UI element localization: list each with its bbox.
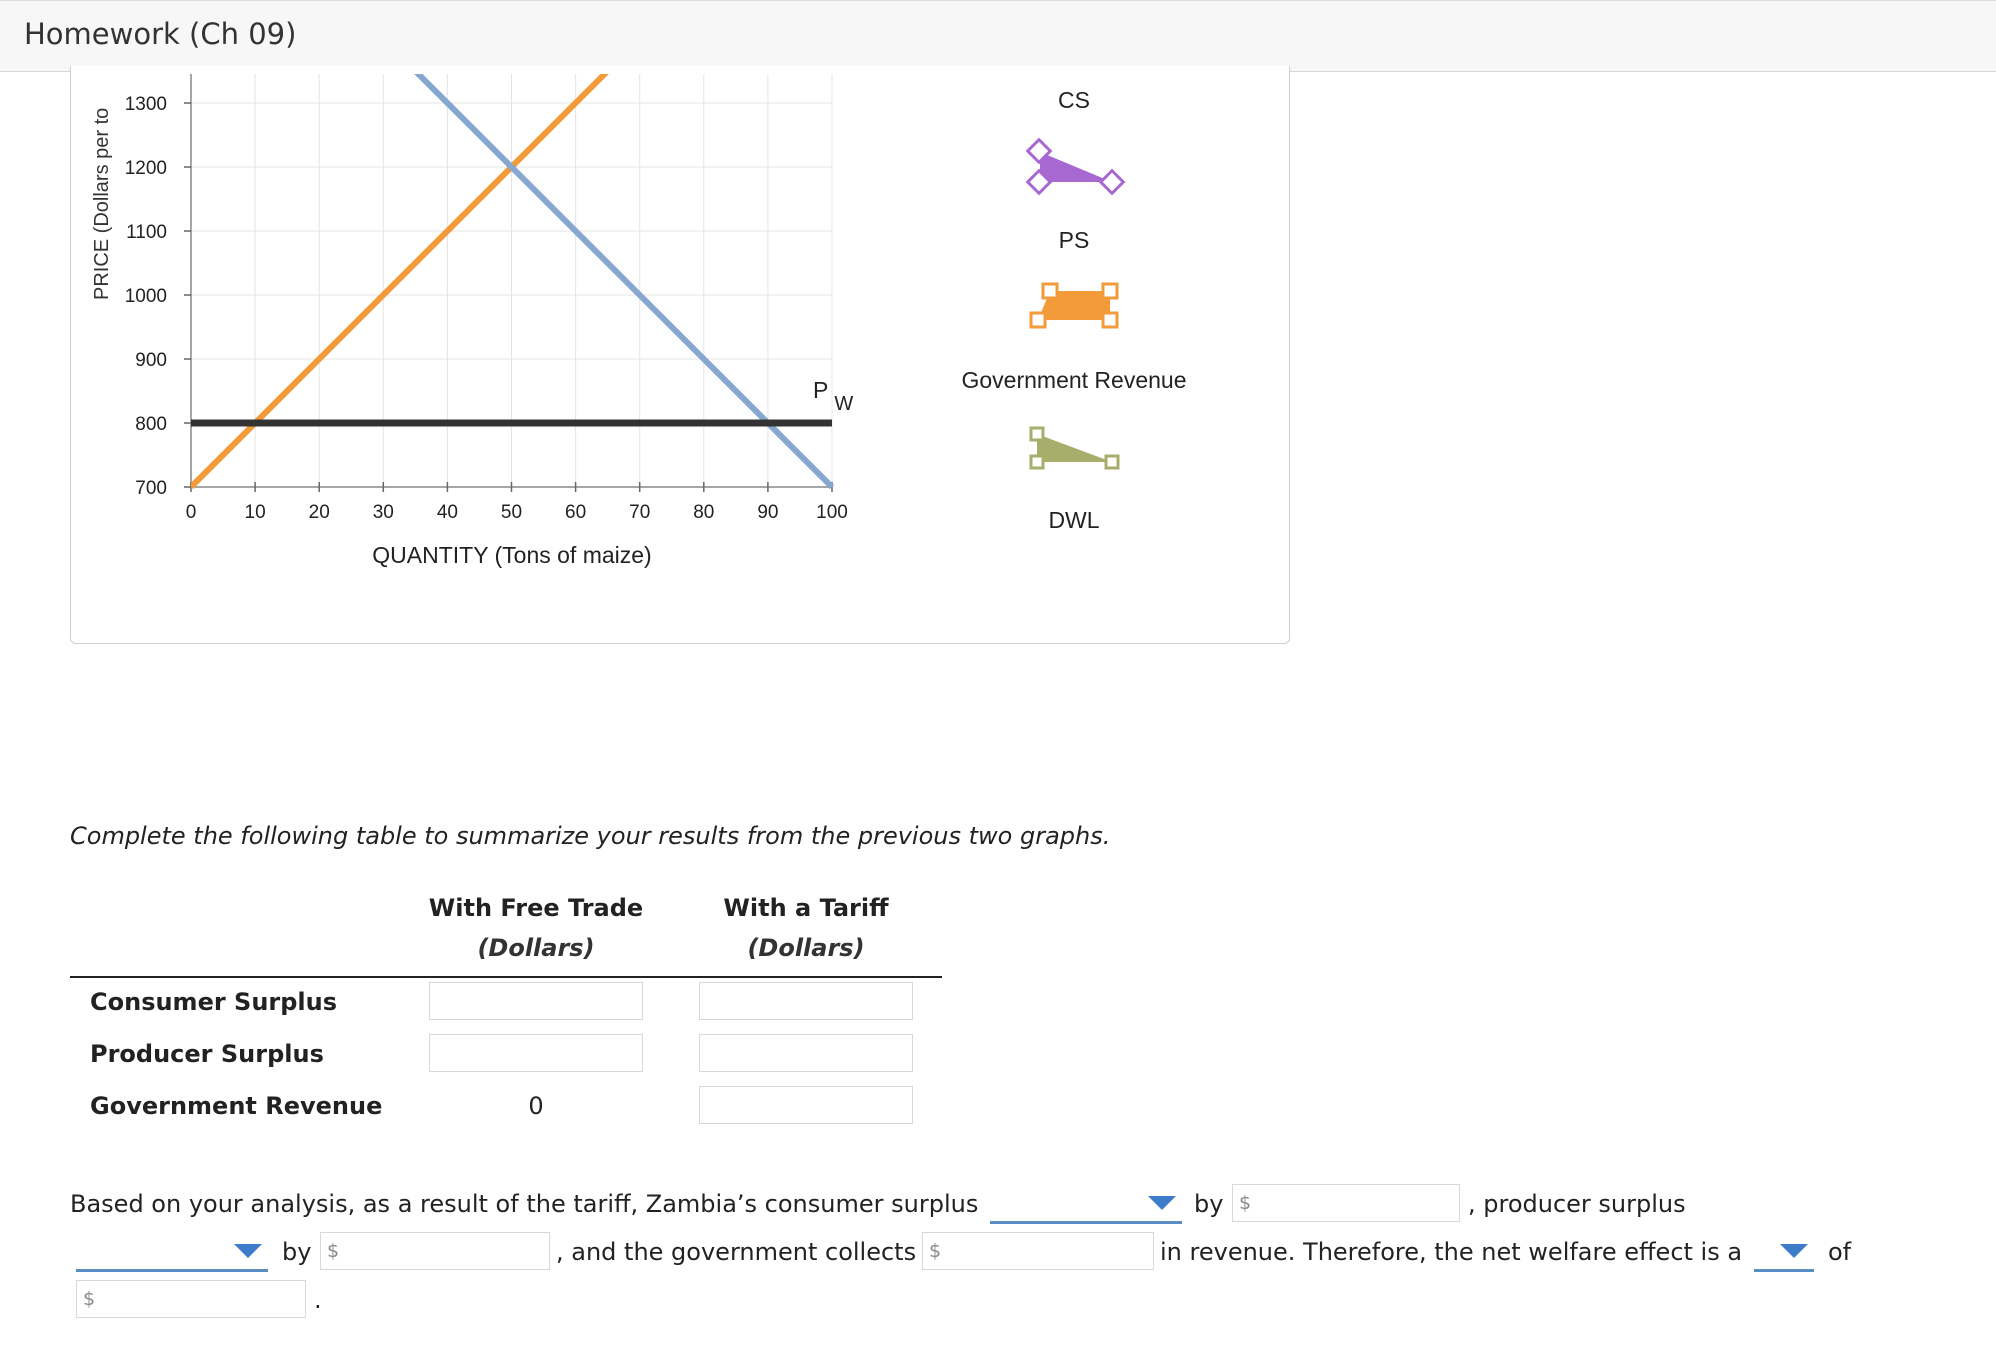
gov-revenue-tariff-input[interactable] xyxy=(699,1086,913,1124)
sentence-by-1: by xyxy=(1194,1190,1224,1218)
palette-label-ps: PS xyxy=(1059,227,1090,253)
x-tick-label: 20 xyxy=(309,502,330,523)
y-tick-label: 1300 xyxy=(125,94,167,115)
dwl-handle-top xyxy=(1029,426,1045,442)
sentence-part4: in revenue. Therefore, the net welfare e… xyxy=(1160,1238,1743,1266)
gov-revenue-amount-input[interactable]: $ xyxy=(922,1232,1154,1270)
col-header-tariff-title: With a Tariff xyxy=(723,894,889,922)
col-header-tariff: With a Tariff (Dollars) xyxy=(656,894,956,962)
assignment-header: Homework (Ch 09) xyxy=(0,0,1996,72)
ps-tariff-input[interactable] xyxy=(699,1034,913,1072)
cs-handle-top xyxy=(1025,137,1053,165)
ps-trapezoid-icon[interactable] xyxy=(1029,282,1119,329)
world-price-label: P W xyxy=(813,377,853,415)
row-label-government-revenue: Government Revenue xyxy=(90,1092,383,1120)
sentence-part3: , and the government collects xyxy=(556,1238,917,1266)
x-tick-label: 90 xyxy=(757,502,778,523)
net-welfare-amount-input[interactable]: $ xyxy=(76,1280,306,1318)
x-tick-label: 70 xyxy=(629,502,650,523)
ps-change-dropdown[interactable] xyxy=(76,1232,268,1272)
sentence-of: of xyxy=(1828,1238,1852,1266)
table-divider xyxy=(70,976,942,978)
x-tick-label: 40 xyxy=(437,502,458,523)
y-tick-label: 700 xyxy=(135,478,167,499)
col-header-free-trade: With Free Trade (Dollars) xyxy=(386,894,686,962)
cs-handle-right xyxy=(1098,168,1126,196)
palette-label-cs: CS xyxy=(1058,87,1090,113)
palette-label-gov-revenue: Government Revenue xyxy=(961,367,1186,393)
sentence-part1: Based on your analysis, as a result of t… xyxy=(70,1190,979,1218)
sentence-period: . xyxy=(314,1286,322,1314)
dollar-sign-1: $ xyxy=(1239,1192,1252,1214)
x-tick-label: 30 xyxy=(373,502,394,523)
y-tick-label: 900 xyxy=(135,350,167,371)
demand-curve[interactable] xyxy=(414,71,834,489)
row-label-producer-surplus: Producer Surplus xyxy=(90,1040,324,1068)
table-instructions: Complete the following table to summariz… xyxy=(70,822,1111,850)
supply-curve[interactable] xyxy=(191,71,609,489)
chevron-down-icon xyxy=(1148,1196,1176,1210)
cs-free-trade-input[interactable] xyxy=(429,982,643,1020)
ps-handle-tl xyxy=(1041,282,1059,300)
graph-panel xyxy=(70,66,1290,644)
cs-change-dropdown[interactable] xyxy=(990,1184,1182,1224)
dollar-sign-3: $ xyxy=(929,1240,942,1262)
ps-handle-bl xyxy=(1029,311,1047,329)
sentence-part2: , producer surplus xyxy=(1468,1190,1686,1218)
ps-handle-tr xyxy=(1101,282,1119,300)
assignment-title: Homework (Ch 09) xyxy=(24,17,297,51)
net-welfare-dropdown[interactable] xyxy=(1754,1232,1814,1272)
x-tick-label: 60 xyxy=(565,502,586,523)
dwl-handle-bottom xyxy=(1029,454,1045,470)
cs-handle-bottom xyxy=(1025,168,1053,196)
chevron-down-icon xyxy=(234,1244,262,1258)
x-tick-label: 0 xyxy=(186,502,197,523)
ps-free-trade-input[interactable] xyxy=(429,1034,643,1072)
cs-tariff-input[interactable] xyxy=(699,982,913,1020)
dollar-sign-4: $ xyxy=(83,1288,96,1310)
row-label-consumer-surplus: Consumer Surplus xyxy=(90,988,338,1016)
dollar-sign-2: $ xyxy=(327,1240,340,1262)
supply-demand-chart[interactable]: PRICE (Dollars per to 0 10 20 30 40 50 60 70 80 9… xyxy=(0,0,1996,700)
y-tick-label: 1000 xyxy=(125,286,167,307)
col-header-free-trade-sub: (Dollars) xyxy=(477,934,595,962)
ps-change-amount-input[interactable]: $ xyxy=(320,1232,550,1270)
x-axis-label: QUANTITY (Tons of maize) xyxy=(372,542,651,568)
y-tick-label: 1100 xyxy=(126,222,167,243)
ps-handle-br xyxy=(1101,311,1119,329)
chevron-down-icon xyxy=(1780,1244,1808,1258)
dwl-handle-right xyxy=(1104,454,1120,470)
x-tick-label: 100 xyxy=(816,502,848,523)
x-tick-label: 10 xyxy=(245,502,266,523)
col-header-tariff-sub: (Dollars) xyxy=(747,934,865,962)
world-price-main: P xyxy=(813,377,828,403)
world-price-sub: W xyxy=(834,393,853,415)
palette-label-dwl: DWL xyxy=(1048,507,1099,533)
y-tick-label: 1200 xyxy=(125,158,167,179)
col-header-free-trade-title: With Free Trade xyxy=(428,894,644,922)
x-tick-label: 80 xyxy=(693,502,714,523)
gov-revenue-free-trade-value: 0 xyxy=(528,1092,544,1120)
y-tick-label: 800 xyxy=(135,414,167,435)
cs-change-amount-input[interactable]: $ xyxy=(1232,1184,1460,1222)
y-axis-label: PRICE (Dollars per to xyxy=(91,108,113,300)
sentence-by-2: by xyxy=(282,1238,312,1266)
cs-triangle-icon[interactable] xyxy=(1025,137,1126,196)
x-tick-label: 50 xyxy=(501,502,522,523)
dwl-triangle-icon[interactable] xyxy=(1029,426,1120,470)
